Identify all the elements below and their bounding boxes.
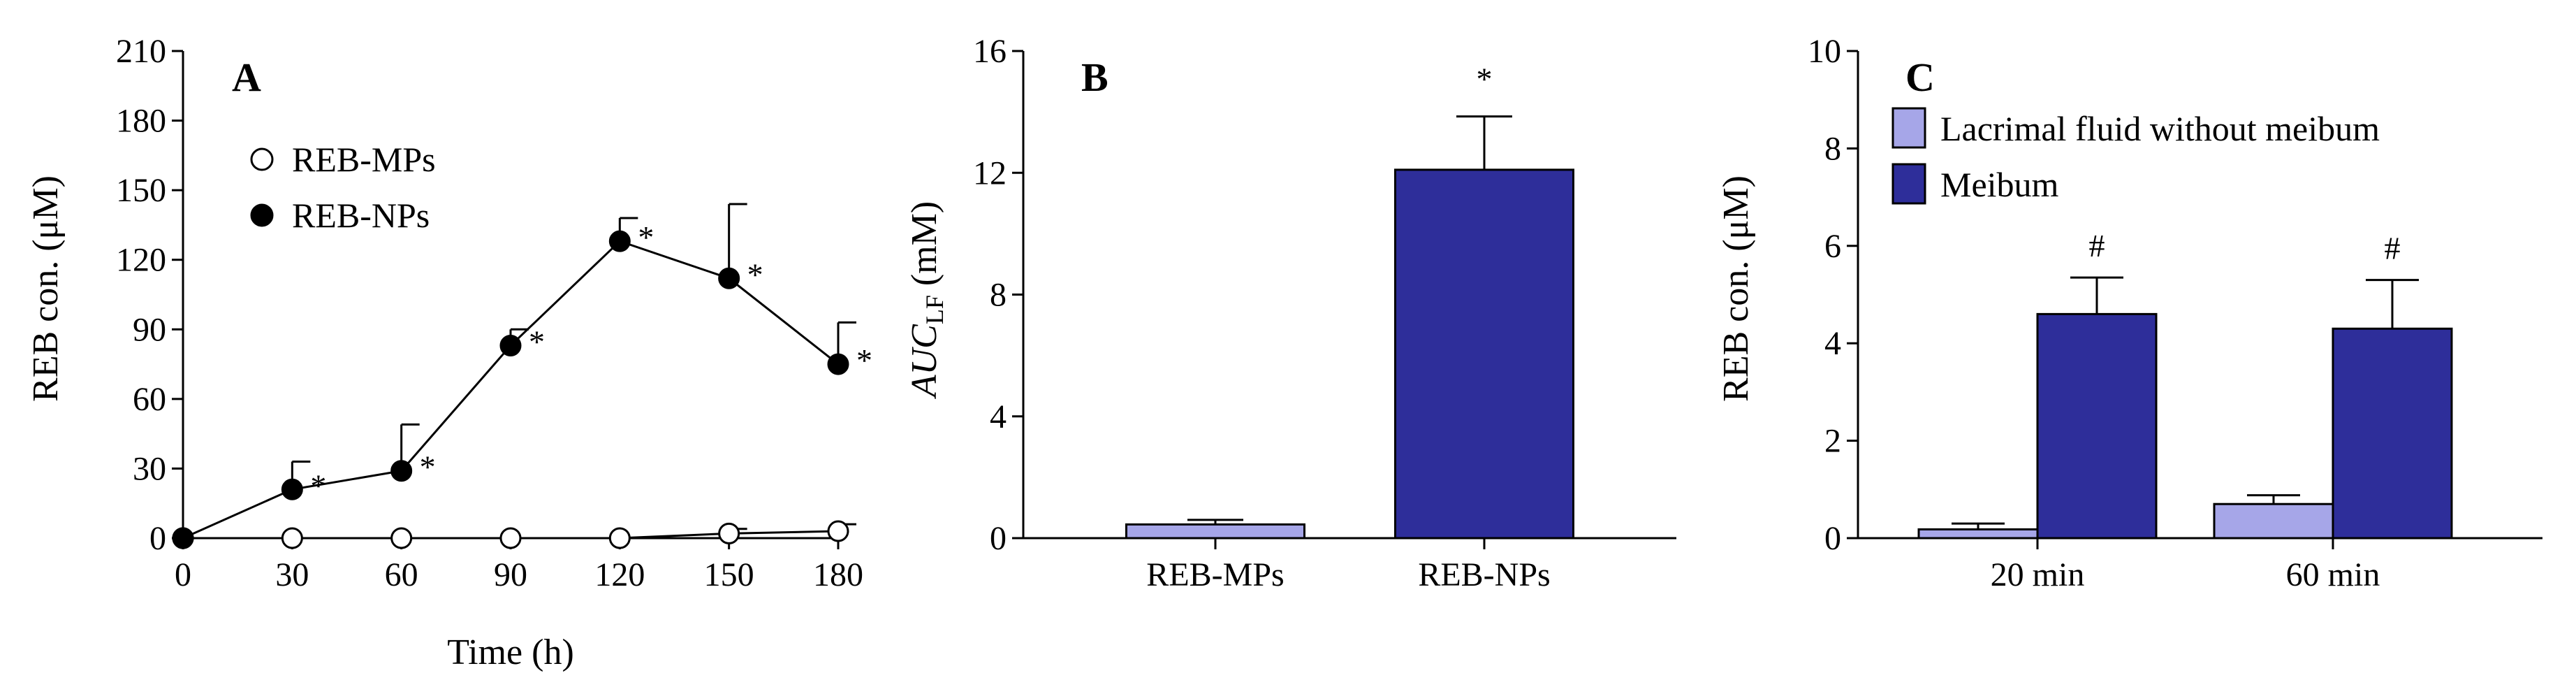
panel-c-letter: C [1905, 55, 1935, 100]
panel-c-significance-marker: # [2089, 228, 2105, 263]
panel-a-data-point [390, 527, 413, 549]
panel-c-y-tick-label: 4 [1824, 325, 1841, 362]
panel-a-data-point [718, 522, 740, 544]
panel-a-y-tick-label: 90 [133, 311, 166, 348]
panel-a-significance-marker: * [856, 342, 872, 378]
panel-a-y-tick-label: 180 [116, 103, 166, 140]
panel-c-bar [1917, 528, 2039, 540]
panel-c-bar [2036, 312, 2158, 540]
panel-a-x-tick-label: 30 [275, 556, 309, 593]
panel-c-y-tick-label: 2 [1824, 423, 1841, 460]
panel-b-significance-marker: * [1477, 62, 1493, 97]
panel-c-legend-swatch [1891, 107, 1926, 149]
panel-a-letter: A [232, 55, 261, 100]
panel-a-legend-label: REB-MPs [292, 140, 436, 179]
panel-b-bar-chart: B AUCLF (mM) 0 4 8 12 16 REB-MPs * REB-NPs [905, 33, 1676, 593]
panel-c-legend-swatch [1891, 163, 1926, 205]
panel-a-x-tick-label: 90 [494, 556, 527, 593]
panel-a-data-point [499, 335, 522, 357]
panel-a-significance-marker: * [420, 449, 436, 485]
panel-b-y-axis-title-main: AUC [905, 324, 944, 399]
panel-b-y-axis-title: AUCLF (mM) [905, 201, 949, 399]
panel-a-significance-marker: * [529, 324, 545, 360]
panel-a-y-tick-label: 0 [149, 520, 166, 557]
panel-c-y-axis-title: REB con. (μM) [1716, 175, 1756, 402]
panel-c-bar [2213, 502, 2334, 540]
panel-a-data-point [390, 460, 413, 482]
panel-a-data-point [172, 527, 194, 549]
panel-b-y-tick-label: 16 [973, 33, 1007, 70]
panel-b-y-tick-label: 8 [990, 277, 1007, 314]
panel-c-y-tick-label: 10 [1808, 33, 1841, 70]
panel-c-category-label: 20 min [1991, 556, 2085, 593]
panel-a-data-point [608, 527, 631, 549]
panel-c-y-tick-label: 8 [1824, 130, 1841, 167]
panel-b-y-tick-label: 12 [973, 154, 1007, 191]
panel-a-y-tick-label: 120 [116, 242, 166, 279]
panel-a-data-point [718, 267, 740, 289]
panel-b-bar [1394, 168, 1574, 540]
panel-c-y-tick-label: 0 [1824, 520, 1841, 557]
panel-a-data-point [608, 230, 631, 252]
panel-a-y-axis-title: REB con. (μM) [26, 175, 66, 402]
panel-a-x-axis-title: Time (h) [447, 632, 574, 672]
panel-a-y-tick-label: 60 [133, 381, 166, 418]
panel-b-bar [1125, 523, 1305, 540]
panel-a-series-line-reb-nps [182, 240, 839, 540]
panel-a-significance-marker: * [747, 256, 763, 292]
panel-b-letter: B [1081, 55, 1108, 100]
panel-b-y-tick-label: 4 [990, 398, 1007, 435]
panel-a-data-point [827, 520, 849, 542]
panel-a-line-chart: A Time (h) REB con. (μM) REB-MPsREB-NPs … [26, 33, 872, 672]
panel-a-legend: REB-MPs REB-NPs [250, 140, 436, 235]
panel-c-legend-label: Lacrimal fluid without meibum [1940, 109, 2380, 148]
panel-a-x-tick-label: 150 [704, 556, 754, 593]
panel-a-data-point [499, 527, 522, 549]
panel-a-y-tick-label: 30 [133, 450, 166, 487]
panel-a-legend-marker [250, 147, 274, 171]
panel-b-category-label: REB-NPs [1418, 556, 1550, 593]
panel-a-significance-marker: * [310, 468, 326, 503]
panel-a-y-tick-label: 210 [116, 33, 166, 70]
panel-a-data-point [281, 478, 303, 500]
panel-c-legend-label: Meibum [1940, 165, 2059, 204]
panel-a-legend-label: REB-NPs [292, 196, 430, 235]
panel-b-y-axis-title-unit: (mM) [905, 201, 944, 295]
panel-a-significance-marker: * [638, 219, 654, 255]
panel-a-x-tick-label: 60 [385, 556, 418, 593]
panel-a-data-point [827, 353, 849, 375]
panel-a-x-tick-label: 0 [175, 556, 191, 593]
panel-a-x-tick-label: 120 [594, 556, 645, 593]
panel-a-legend-marker [250, 203, 274, 227]
panel-c-legend: Lacrimal fluid without meibum Meibum [1891, 107, 2380, 205]
panel-a-y-tick-label: 150 [116, 172, 166, 209]
panel-b-category-label: REB-MPs [1146, 556, 1284, 593]
panel-c-bar [2332, 327, 2453, 540]
panel-c-y-tick-label: 6 [1824, 228, 1841, 265]
panel-c-category-label: 60 min [2286, 556, 2380, 593]
panel-b-y-tick-label: 0 [990, 520, 1007, 557]
panel-b-y-axis-title-sub: LF [921, 295, 949, 324]
panel-c-grouped-bar-chart: C REB con. (μM) Lacrimal fluid without m… [1716, 33, 2542, 593]
panel-c-significance-marker: # [2385, 231, 2401, 266]
panel-a-data-point [281, 527, 303, 549]
panel-a-x-tick-label: 180 [813, 556, 863, 593]
